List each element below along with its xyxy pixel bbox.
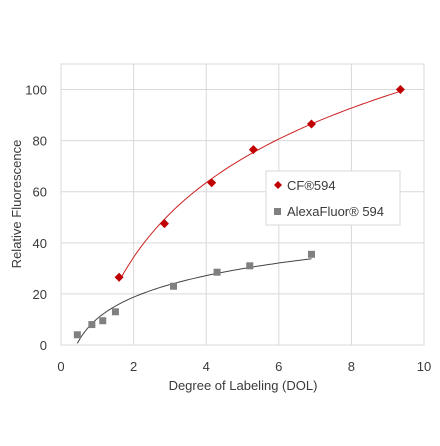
data-point-series-1 <box>246 262 254 270</box>
data-point-series-0 <box>207 178 217 188</box>
x-tick-label: 4 <box>203 359 210 374</box>
x-tick-label: 2 <box>130 359 137 374</box>
trendline-series-1 <box>76 258 312 344</box>
x-tick-label: 0 <box>57 359 64 374</box>
data-points <box>73 85 405 339</box>
legend-marker-alexafluor594 <box>274 208 281 215</box>
y-tick-label: 60 <box>33 185 47 200</box>
x-tick-label: 10 <box>417 359 431 374</box>
data-point-series-1 <box>73 331 81 339</box>
data-point-series-0 <box>248 145 258 155</box>
legend-label-alexafluor594: AlexaFluor® 594 <box>287 204 384 219</box>
trendlines <box>76 90 401 344</box>
legend-marker-cf594 <box>274 181 282 189</box>
trendline-series-0 <box>118 90 401 282</box>
legend: CF®594 AlexaFluor® 594 <box>265 170 401 226</box>
y-tick-label: 0 <box>40 338 47 353</box>
legend-label-cf594: CF®594 <box>287 178 336 193</box>
data-point-series-1 <box>88 321 96 329</box>
data-point-series-0 <box>159 219 169 229</box>
data-point-series-1 <box>99 317 107 325</box>
x-tick-label: 6 <box>275 359 282 374</box>
data-point-series-1 <box>170 282 178 290</box>
data-point-series-1 <box>111 308 119 316</box>
x-tick-label: 8 <box>348 359 355 374</box>
y-tick-label: 100 <box>25 83 47 98</box>
legend-box <box>265 170 401 226</box>
data-point-series-0 <box>395 85 405 95</box>
y-tick-label: 80 <box>33 134 47 149</box>
data-point-series-0 <box>114 272 124 282</box>
data-point-series-0 <box>306 119 316 129</box>
y-tick-label: 40 <box>33 236 47 251</box>
x-axis-label: Degree of Labeling (DOL) <box>169 378 318 393</box>
y-axis-label: Relative Fluorescence <box>9 140 24 269</box>
data-point-series-1 <box>307 250 315 258</box>
y-tick-label: 20 <box>33 287 47 302</box>
data-point-series-1 <box>213 268 221 276</box>
